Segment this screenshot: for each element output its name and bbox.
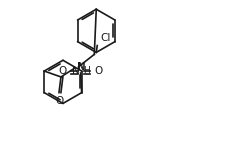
- Text: N: N: [77, 62, 85, 72]
- Text: H: H: [83, 66, 90, 75]
- Text: Cl: Cl: [100, 33, 110, 43]
- Text: N: N: [72, 66, 80, 76]
- Text: N: N: [78, 62, 85, 72]
- Text: O: O: [56, 96, 64, 106]
- Text: O: O: [94, 66, 103, 76]
- Text: O: O: [59, 66, 67, 76]
